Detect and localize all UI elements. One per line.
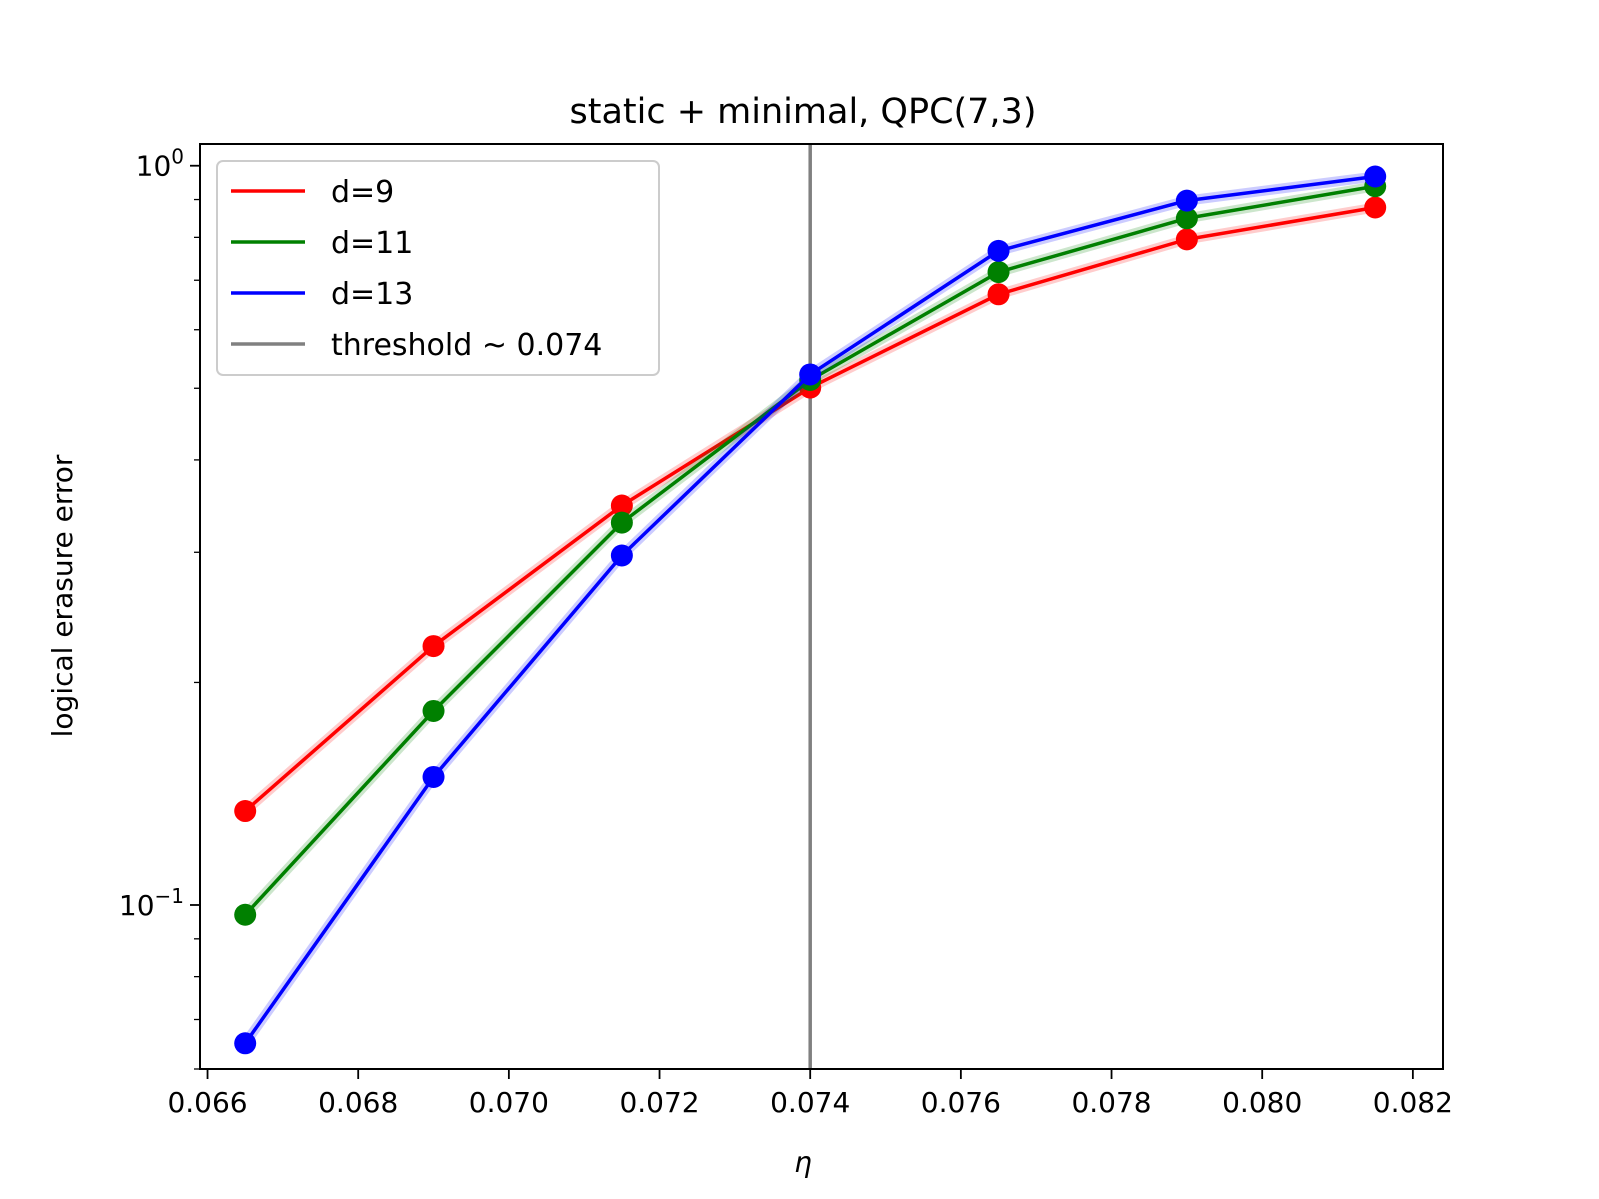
series-1-point-2 [610, 511, 633, 534]
series-1-point-4 [987, 261, 1010, 284]
axes-frame [199, 143, 1444, 1070]
series-0-point-5 [1175, 228, 1198, 251]
series-2-point-6 [1364, 165, 1387, 188]
x-tick-label-8: 0.082 [1373, 1086, 1453, 1119]
legend-label-2: d=13 [331, 277, 413, 312]
series-2-point-4 [987, 239, 1010, 262]
legend-label-3: threshold ~ 0.074 [331, 328, 602, 363]
series-0-point-2 [610, 494, 633, 517]
y-tick-label-1: 100 [136, 145, 184, 183]
plot-area: 0.066 0.068 0.070 0.072 0.074 0.076 0.078 0.080… [119, 143, 1453, 1119]
series-2-point-1 [422, 765, 445, 788]
series-2-point-0 [234, 1032, 257, 1055]
series-0-point-0 [234, 800, 257, 823]
x-tick-label-6: 0.078 [1071, 1086, 1151, 1119]
x-axis-label: η [794, 1146, 812, 1179]
series-0-point-1 [422, 635, 445, 658]
series-2-point-3 [799, 363, 822, 386]
y-tick-label-0: 10−1 [119, 884, 184, 922]
chart-title: static + minimal, QPC(7,3) [570, 92, 1037, 132]
series-0-point-6 [1364, 196, 1387, 219]
series-2-point-2 [610, 544, 633, 567]
x-tick-label-3: 0.072 [619, 1086, 699, 1119]
legend-label-0: d=9 [331, 175, 394, 210]
legend-box [216, 160, 660, 376]
x-tick-label-4: 0.074 [770, 1086, 850, 1119]
series-1-point-1 [422, 699, 445, 722]
y-axis-label: logical erasure error [46, 454, 79, 737]
series-1-point-0 [234, 903, 257, 926]
x-tick-label-2: 0.070 [469, 1086, 549, 1119]
series-0-point-4 [987, 283, 1010, 306]
series-2-point-5 [1175, 189, 1198, 212]
x-tick-label-7: 0.080 [1222, 1086, 1302, 1119]
series-1-point-5 [1175, 207, 1198, 230]
x-tick-label-5: 0.076 [921, 1086, 1001, 1119]
legend-label-1: d=11 [331, 226, 413, 261]
x-tick-label-1: 0.068 [318, 1086, 398, 1119]
legend: d=9 d=11 d=13 threshold ~ 0.074 [216, 160, 660, 376]
x-tick-label-0: 0.066 [167, 1086, 247, 1119]
